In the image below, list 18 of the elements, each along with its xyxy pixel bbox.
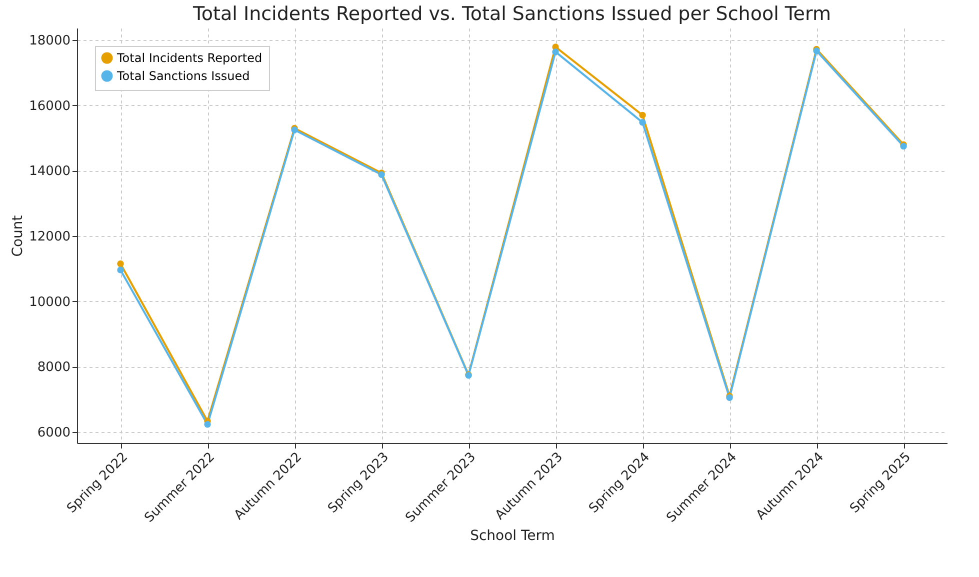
chart-title: Total Incidents Reported vs. Total Sanctions Issued per School Term xyxy=(192,3,831,25)
y-axis-title: Count xyxy=(10,214,26,257)
y-tick-label: 12000 xyxy=(29,229,70,244)
y-tick-label: 6000 xyxy=(37,425,70,440)
y-tick-label: 18000 xyxy=(29,34,70,49)
point xyxy=(552,48,559,56)
y-tick-label: 10000 xyxy=(29,294,70,310)
x-axis-title: School Term xyxy=(470,528,555,544)
legend-label: Total Incidents Reported xyxy=(116,51,262,65)
point xyxy=(117,260,124,268)
point xyxy=(639,119,646,126)
point xyxy=(117,266,124,274)
y-tick-label: 14000 xyxy=(29,164,70,180)
point xyxy=(204,421,211,428)
point xyxy=(639,112,646,119)
y-tick-label: 16000 xyxy=(29,98,70,114)
legend-label: Total Sanctions Issued xyxy=(116,69,250,83)
y-tick-label: 8000 xyxy=(37,360,70,376)
